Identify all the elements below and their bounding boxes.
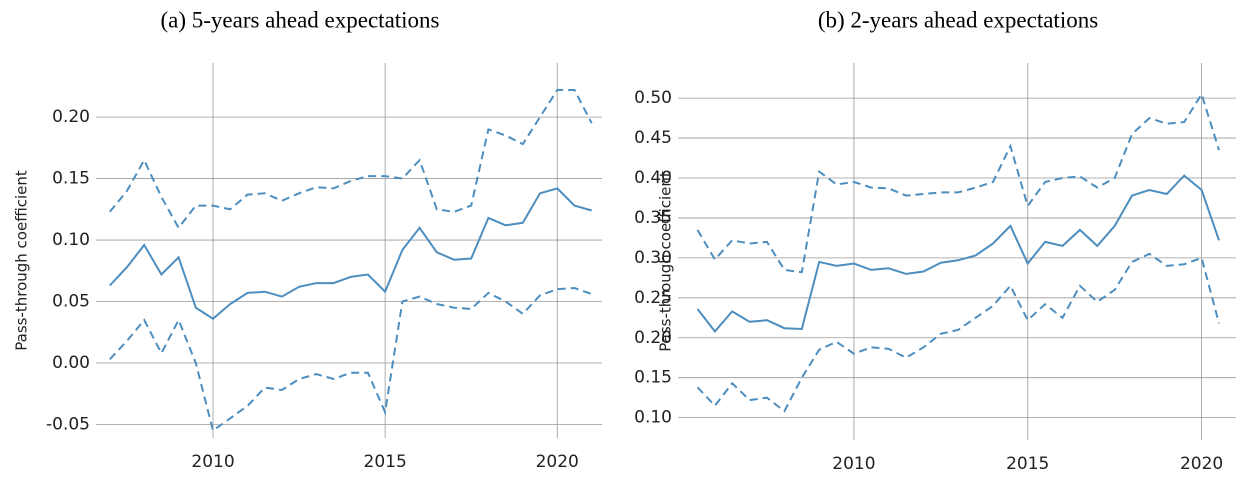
y-tick-label: 0.50	[634, 88, 672, 108]
y-axis-label: Pass-through coefficient	[13, 170, 31, 351]
band-line	[109, 286, 593, 433]
y-axis-label: Pass-through coefficient	[657, 171, 675, 352]
y-tick-label: 0.45	[634, 128, 672, 148]
y-tick-label: 0.40	[634, 168, 672, 188]
y-tick-label: 0.00	[52, 353, 90, 373]
x-tick-label: 2010	[832, 454, 875, 474]
x-tick-label: 2020	[536, 452, 579, 472]
y-tick-label: 0.15	[52, 169, 90, 189]
x-tick-label: 2020	[1180, 454, 1223, 474]
panel: (a) 5-years ahead expectations Pass-throu…	[13, 7, 602, 472]
estimate-line	[109, 187, 592, 320]
y-tick-label: 0.35	[634, 208, 672, 228]
y-tick-label: 0.20	[634, 328, 672, 348]
y-tick-label: -0.05	[46, 414, 90, 434]
y-tick-label: 0.25	[634, 288, 672, 308]
x-tick-label: 2015	[1006, 454, 1049, 474]
y-tick-label: 0.10	[52, 230, 90, 250]
chart-title: (a) 5-years ahead expectations	[160, 7, 439, 32]
estimate-line	[696, 174, 1220, 333]
band-line	[696, 252, 1220, 413]
y-tick-label: 0.20	[52, 107, 90, 127]
chart-title: (b) 2-years ahead expectations	[818, 7, 1098, 32]
panel: (b) 2-years ahead expectations Pass-throu…	[634, 7, 1236, 474]
band-line	[696, 91, 1220, 274]
band-line	[109, 89, 593, 230]
x-tick-label: 2010	[191, 452, 234, 472]
y-tick-label: 0.15	[634, 368, 672, 388]
y-tick-label: 0.05	[52, 292, 90, 312]
x-tick-label: 2015	[364, 452, 407, 472]
y-tick-label: 0.10	[634, 408, 672, 428]
y-tick-label: 0.30	[634, 248, 672, 268]
